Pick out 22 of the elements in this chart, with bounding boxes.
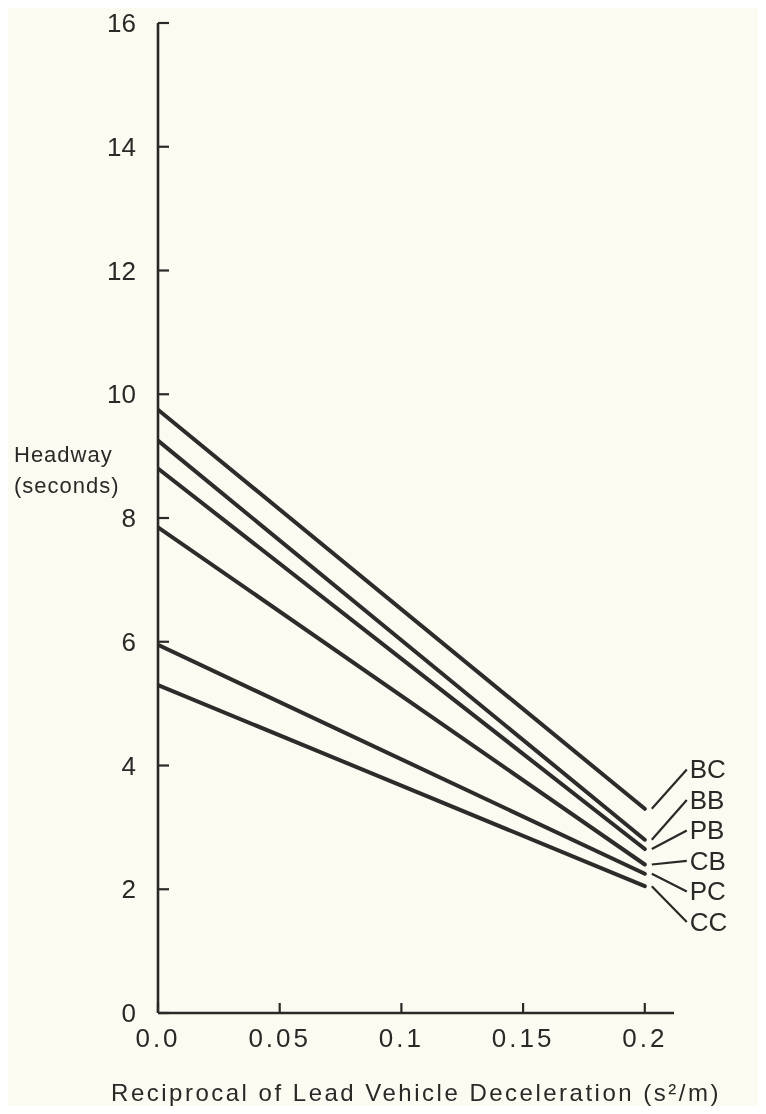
series-label: CC — [689, 906, 728, 937]
y-tick-label: 14 — [107, 131, 136, 162]
y-tick-label: 0 — [121, 998, 136, 1028]
legend-label: PB — [689, 815, 725, 846]
legend-label: PC — [689, 876, 726, 907]
y-tick-label: 16 — [107, 8, 136, 38]
x-tick-label: 0.2 — [622, 1023, 668, 1054]
y-tick-label: 2 — [121, 874, 136, 905]
x-tick-label: 0.05 — [248, 1023, 311, 1054]
x-tick-label: 0.1 — [378, 1023, 424, 1054]
x-tick-label: 0.0 — [135, 1023, 181, 1054]
x-axis-title: Reciprocal of Lead Vehicle Deceleration (s²/m) — [111, 1079, 721, 1106]
series-label: BB — [689, 784, 725, 815]
y-axis-title: Headway (seconds) — [14, 441, 120, 498]
y-tick-label: 8 — [121, 503, 136, 533]
legend-label: CB — [689, 845, 726, 876]
series-label: BC — [689, 754, 726, 785]
y-tick-label: 4 — [121, 750, 136, 781]
x-tick-label: 0.15 — [491, 1023, 555, 1054]
y-tick-label: 6 — [121, 626, 136, 657]
y-tick-label: 10 — [107, 379, 136, 410]
y-tick-label: 12 — [107, 255, 136, 286]
